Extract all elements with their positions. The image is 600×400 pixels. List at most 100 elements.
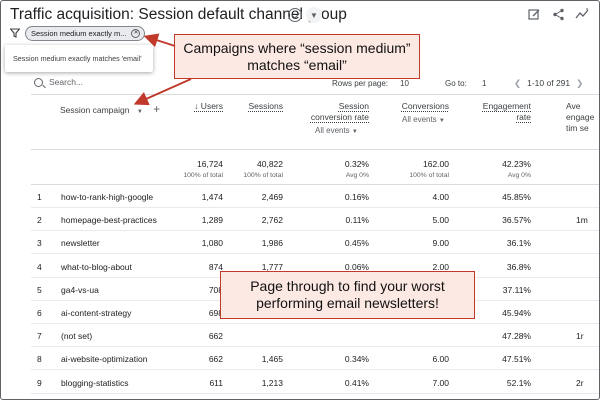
table-row[interactable]: 6 ai-content-strategy 698 45.94% [31, 301, 599, 324]
table-row[interactable]: 8 ai-website-optimization 662 1,465 0.34% 6.0… [31, 347, 599, 371]
table-row[interactable]: 10ai-marketing-charts6001,2310.32%4.0046… [31, 394, 599, 399]
column-header-users[interactable]: ↓ Users [171, 101, 223, 112]
table-row[interactable]: 2 homepage-best-practices 1,289 2,762 0.11% 5… [31, 208, 599, 232]
chevron-down-icon: ▼ [438, 118, 445, 124]
filter-chip[interactable]: Session medium exactly m... ✕ [25, 26, 146, 41]
cell-engagement: 47.28% [502, 331, 531, 342]
cell-avg: 1r [576, 331, 584, 342]
rows-per-page-select[interactable]: 10 [400, 79, 409, 88]
cell-conversions: 7.00 [432, 377, 449, 388]
cell-users: 611 [209, 377, 223, 388]
cell-sessions: 1,986 [261, 238, 283, 249]
divider [31, 184, 599, 185]
total-conversions-sub: 100% of total [409, 172, 449, 179]
column-header-conversions[interactable]: Conversions [391, 101, 449, 112]
cell-campaign[interactable]: ai-website-optimization [61, 354, 148, 365]
cell-engagement: 45.85% [502, 192, 531, 202]
table-row[interactable]: 3 newsletter 1,080 1,986 0.45% 9.00 36.1% [31, 231, 599, 255]
goto-label: Go to: [445, 79, 467, 88]
cell-conversions: 4.00 [432, 192, 449, 202]
close-icon[interactable]: ✕ [131, 29, 141, 38]
filter-icon[interactable] [9, 28, 21, 41]
cell-conv-rate: 0.11% [345, 215, 369, 226]
search-box[interactable]: Search... [34, 77, 83, 87]
column-header-engagement[interactable]: Engagement rate [477, 101, 531, 123]
cell-campaign[interactable]: (not set) [61, 331, 93, 342]
cell-idx: 9 [37, 377, 42, 388]
cell-engagement: 47.51% [502, 354, 531, 365]
conv-rate-event-selector[interactable]: All events ▼ [315, 126, 358, 135]
column-sessions-label: Sessions [248, 101, 284, 111]
cell-idx: 6 [37, 308, 42, 318]
edit-report-icon[interactable] [527, 7, 541, 21]
cell-users: 1,474 [201, 192, 223, 202]
cell-campaign[interactable]: what-to-blog-about [61, 261, 132, 272]
table-row[interactable]: 7 (not set) 662 47.28% 1r [31, 324, 599, 348]
cell-idx: 7 [37, 331, 42, 342]
cell-sessions: 2,469 [261, 192, 283, 202]
annotation-callout-bottom: Page through to find your worst performi… [220, 271, 475, 319]
total-engagement-sub: Avg 0% [507, 172, 531, 179]
search-input[interactable]: Search... [49, 77, 84, 87]
cell-engagement: 45.94% [502, 308, 531, 318]
goto-input[interactable]: 1 [482, 79, 487, 88]
chevron-down-icon[interactable]: ▼ [306, 7, 322, 23]
cell-conversions: 5.00 [432, 215, 449, 226]
cell-idx: 2 [37, 215, 42, 226]
search-icon [34, 77, 43, 87]
cell-idx: 1 [37, 192, 42, 202]
cell-conv-rate: 0.41% [344, 377, 369, 388]
cell-conversions: 2.00 [432, 261, 449, 272]
divider [31, 94, 599, 95]
table-row[interactable]: 1 how-to-rank-high-google 1,474 2,469 0.16% 4… [31, 185, 599, 208]
arrow-to-campaign-header [133, 78, 192, 106]
insights-icon[interactable] [575, 7, 589, 21]
cell-campaign[interactable]: how-to-rank-high-google [61, 192, 154, 202]
total-users-sub: 100% of total [183, 172, 223, 179]
cell-sessions: 2,762 [261, 215, 283, 226]
divider [31, 149, 599, 150]
cell-engagement: 37.11% [502, 284, 531, 295]
page-title: Traffic acquisition: Session default cha… [10, 6, 347, 23]
cell-conv-rate: 0.06% [344, 261, 369, 272]
verified-check-icon[interactable] [288, 8, 302, 22]
column-header-conv-rate[interactable]: Session conversion rate [301, 101, 369, 123]
add-dimension-icon[interactable]: + [153, 102, 161, 116]
total-conv-rate-sub: Avg 0% [345, 172, 369, 179]
total-engagement: 42.23% [502, 159, 531, 169]
conversions-event-selector[interactable]: All events ▼ [402, 115, 445, 124]
dimension-header-label: Session campaign [60, 105, 130, 115]
dimension-header[interactable]: Session campaign ▼ + [60, 102, 161, 118]
column-header-sessions[interactable]: Sessions [229, 101, 284, 112]
annotation-callout-top: Campaigns where “session medium” matches… [174, 34, 420, 79]
page-range: 1-10 of 291 [527, 78, 571, 88]
total-sessions-sub: 100% of total [243, 172, 283, 179]
chevron-down-icon[interactable]: ▼ [136, 109, 143, 115]
cell-idx: 4 [37, 261, 42, 272]
cell-users: 698 [208, 308, 223, 318]
cell-campaign[interactable]: newsletter [61, 238, 100, 249]
cell-engagement: 36.1% [506, 238, 531, 249]
cell-idx: 5 [37, 284, 42, 295]
cell-idx: 3 [37, 238, 42, 249]
column-conv-rate-label: Session conversion rate [310, 101, 369, 122]
top-right-actions [527, 7, 589, 21]
cell-engagement: 36.8% [506, 261, 531, 272]
table-row[interactable]: 9 blogging-statistics 611 1,213 0.41% 7.00 52.… [31, 371, 599, 394]
total-users: 16,724 [197, 159, 223, 169]
column-engagement-label: Engagement rate [482, 101, 531, 122]
cell-conversions: 6.00 [432, 354, 449, 365]
pagination: ❮ 1-10 of 291 ❯ [514, 78, 583, 89]
chevron-right-icon[interactable]: ❯ [576, 78, 584, 88]
cell-campaign[interactable]: ga4-vs-ua [61, 284, 99, 295]
cell-campaign[interactable]: ai-content-strategy [61, 308, 132, 318]
cell-campaign[interactable]: blogging-statistics [61, 377, 129, 388]
share-icon[interactable] [551, 7, 565, 21]
chevron-left-icon[interactable]: ❮ [514, 78, 522, 88]
cell-engagement: 36.57% [502, 215, 531, 226]
cell-campaign[interactable]: homepage-best-practices [61, 215, 157, 226]
cell-conv-rate: 0.34% [344, 354, 369, 365]
column-header-avg-engagement[interactable]: Ave engage tim se [566, 101, 599, 147]
cell-users: 708 [208, 284, 223, 295]
conversions-selector-label: All events [402, 115, 437, 124]
